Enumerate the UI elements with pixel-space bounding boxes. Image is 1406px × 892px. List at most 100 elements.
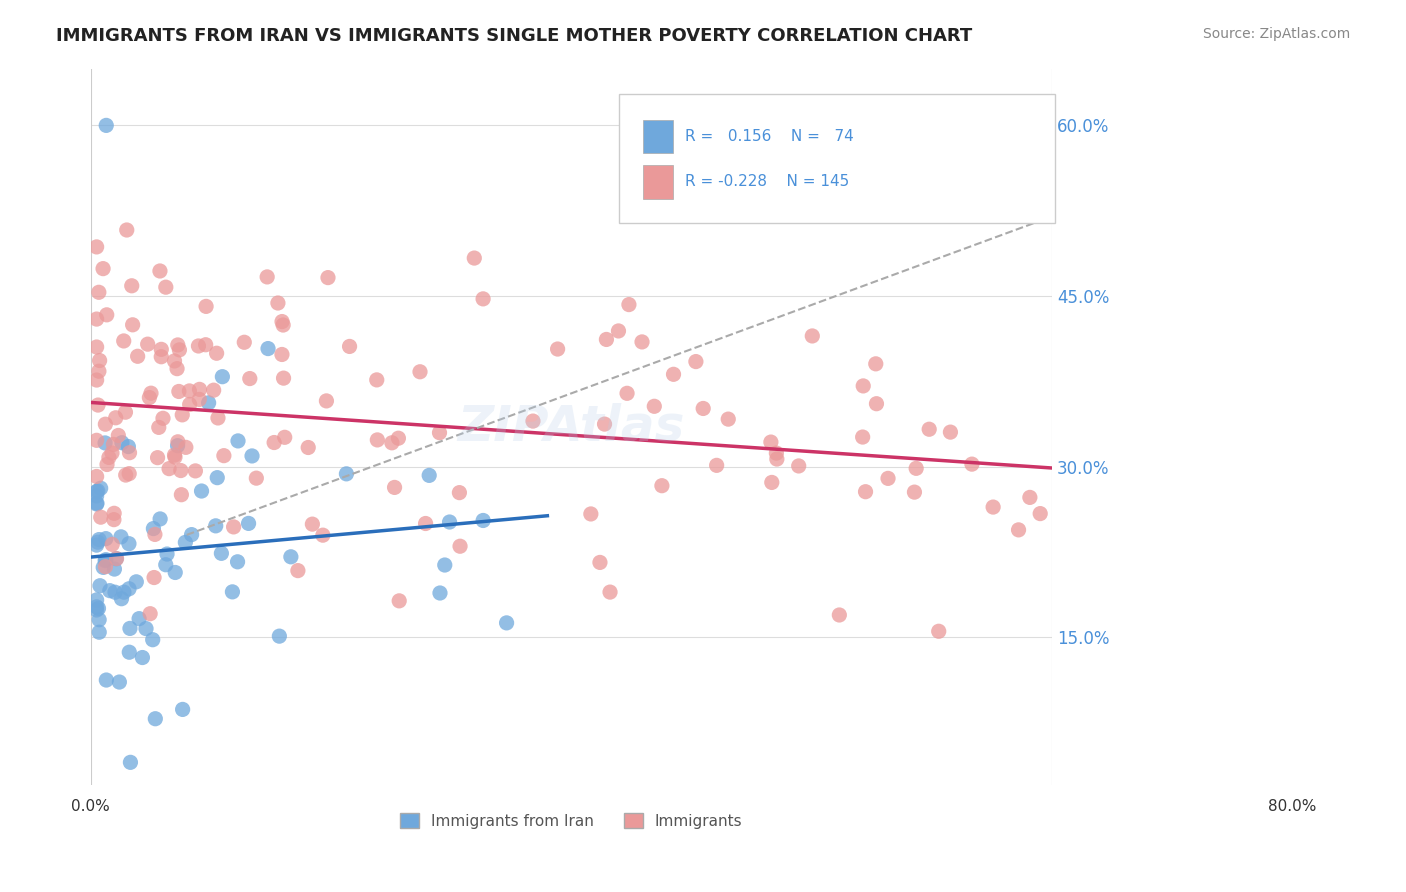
Point (86, 538, 108, 552)
Point (212, 449, 235, 463)
Point (142, 522, 165, 536)
Point (593, 417, 616, 431)
Point (263, 435, 285, 450)
Point (865, 397, 887, 411)
Point (547, 342, 569, 356)
Point (495, 615, 517, 630)
Point (766, 452, 789, 467)
Point (233, 335, 256, 350)
Point (110, 591, 132, 606)
Point (112, 334, 135, 348)
Point (118, 582, 141, 596)
Point (86, 496, 108, 510)
Point (86, 240, 108, 254)
Point (149, 264, 172, 278)
Point (366, 433, 388, 447)
Point (91, 560, 114, 574)
Point (202, 383, 225, 397)
Point (96, 458, 118, 472)
Point (267, 296, 290, 310)
Point (765, 446, 787, 460)
Point (256, 269, 278, 284)
Point (706, 458, 728, 473)
Point (86, 340, 108, 354)
Point (86, 434, 108, 448)
Point (96, 119, 118, 133)
Point (787, 458, 810, 473)
Point (139, 386, 162, 401)
Point (121, 318, 143, 332)
Point (135, 622, 157, 636)
Point (449, 485, 471, 500)
Point (273, 430, 295, 444)
Point (239, 371, 262, 385)
Point (131, 650, 153, 665)
Point (312, 528, 335, 542)
Point (118, 536, 141, 550)
Point (163, 450, 186, 464)
Point (86, 484, 108, 499)
Point (643, 399, 665, 413)
Point (207, 411, 229, 425)
Point (180, 527, 202, 541)
Text: ZIPAtlas: ZIPAtlas (458, 403, 685, 450)
Point (271, 347, 294, 361)
Point (801, 329, 824, 343)
Point (631, 334, 654, 349)
Point (86, 593, 108, 607)
Point (617, 297, 640, 311)
Point (165, 566, 187, 580)
Point (316, 270, 339, 285)
Point (1018, 491, 1040, 505)
Point (104, 585, 127, 599)
Point (939, 425, 962, 439)
Point (273, 371, 295, 385)
Point (287, 564, 309, 578)
Text: R = -0.228    N = 145: R = -0.228 N = 145 (685, 175, 849, 189)
Point (187, 339, 209, 353)
Point (226, 434, 249, 448)
Point (463, 251, 485, 265)
Point (257, 342, 280, 356)
Point (315, 393, 337, 408)
Point (94, 436, 117, 450)
Point (86, 599, 108, 614)
Point (685, 354, 707, 368)
Point (167, 384, 190, 399)
Point (98, 583, 121, 598)
Point (118, 446, 141, 460)
Point (579, 507, 602, 521)
Point (128, 612, 150, 626)
Point (117, 440, 139, 454)
Point (418, 468, 440, 483)
Point (86, 373, 108, 387)
Point (150, 350, 173, 364)
Point (172, 702, 194, 716)
Point (87, 535, 110, 549)
Point (852, 430, 875, 444)
Point (90, 510, 112, 524)
Point (197, 396, 219, 410)
Point (110, 530, 132, 544)
Point (226, 555, 249, 569)
Point (174, 535, 197, 549)
Point (179, 397, 201, 411)
Point (240, 449, 263, 463)
Point (87, 398, 110, 412)
Point (297, 441, 319, 455)
Point (651, 479, 673, 493)
Point (103, 437, 125, 451)
Point (143, 570, 166, 584)
Point (172, 408, 194, 422)
Point (118, 467, 141, 481)
Point (167, 434, 190, 449)
Point (905, 461, 928, 475)
Point (120, 756, 142, 770)
Point (148, 420, 170, 434)
Point (166, 338, 188, 352)
Point (589, 556, 612, 570)
Point (91, 261, 114, 276)
Point (94, 417, 117, 432)
Point (339, 339, 361, 353)
Point (928, 624, 950, 639)
